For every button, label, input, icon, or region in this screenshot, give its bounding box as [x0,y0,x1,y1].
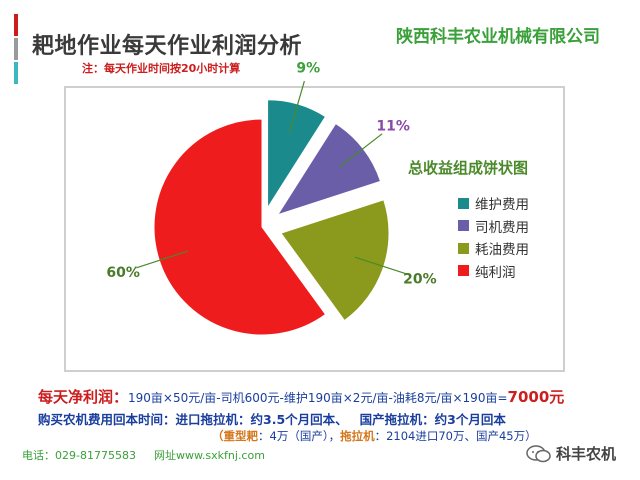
footer-phone: 电话：029-81775583 [22,449,136,462]
legend-swatch-driver [458,220,469,232]
leader-line-driver [338,133,383,168]
payback-domestic: 国产拖拉机：约3个月回本 [359,412,506,427]
legend-label-maintenance: 维护费用 [475,197,529,214]
footer: 电话：029-81775583 网址www.sxkfnj.com [22,447,265,463]
pie-label-driver: 11% [376,118,410,134]
chart-title: 总收益组成饼状图 [408,159,529,177]
daily-profit-result: 7000元 [507,388,565,406]
legend-label-fuel: 耗油费用 [475,242,529,259]
watermark: 科丰农机 [522,441,621,466]
accent-bar-red [14,14,18,36]
legend-item-driver: 司机费用 [458,215,529,238]
legend-swatch-fuel [458,242,469,254]
daily-profit-formula: 190亩×50元/亩-司机600元-维护190亩×2元/亩-油耗8元/亩×190… [128,391,508,405]
legend-swatch-profit [458,265,469,277]
chart-legend: 维护费用 司机费用 耗油费用 纯利润 [458,192,529,282]
pie-label-maintenance: 9% [296,61,320,77]
price-tractor-value: ：2104进口70万、国产45万） [374,429,537,443]
pie-label-profit: 60% [106,265,140,281]
legend-label-driver: 司机费用 [475,219,529,236]
footer-website[interactable]: 网址www.sxkfnj.com [153,449,265,462]
daily-profit-line: 每天净利润：190亩×50元/亩-司机600元-维护190亩×2元/亩-油耗8元… [38,386,564,407]
watermark-text: 科丰农机 [556,445,617,463]
legend-label-profit: 纯利润 [475,264,516,281]
price-line: （重型耙：4万（国产），拖拉机：2104进口70万、国产45万） [212,428,537,444]
legend-item-maintenance: 维护费用 [458,192,529,215]
daily-profit-label: 每天净利润： [38,388,129,406]
legend-item-fuel: 耗油费用 [458,237,529,260]
accent-bar-gray [14,38,18,60]
pie-label-fuel: 20% [403,271,437,287]
price-harrow-value: ：4万（国产）， [258,429,341,443]
leader-line-profit [136,250,189,269]
legend-item-profit: 纯利润 [458,260,529,283]
company-name: 陕西科丰农业机械有限公司 [396,27,600,47]
note: 注：每天作业时间按20小时计算 [82,62,241,75]
leader-line-maintenance [288,80,305,134]
payback-label: 购买农机费用回本时间： [38,412,176,427]
payback-line: 购买农机费用回本时间：进口拖拉机：约3.5个月回本、 国产拖拉机：约3个月回本 [38,409,506,428]
legend-swatch-maintenance [458,197,469,209]
leader-line-fuel [354,256,407,275]
wechat-icon [526,444,551,462]
accent-bar-teal [14,62,18,84]
price-tractor-label: 拖拉机 [340,429,375,443]
price-harrow-label: （重型耙 [212,429,258,443]
page-title: 耙地作业每天作业利润分析 [32,34,303,59]
payback-imported: 进口拖拉机：约3.5个月回本、 [175,412,348,427]
